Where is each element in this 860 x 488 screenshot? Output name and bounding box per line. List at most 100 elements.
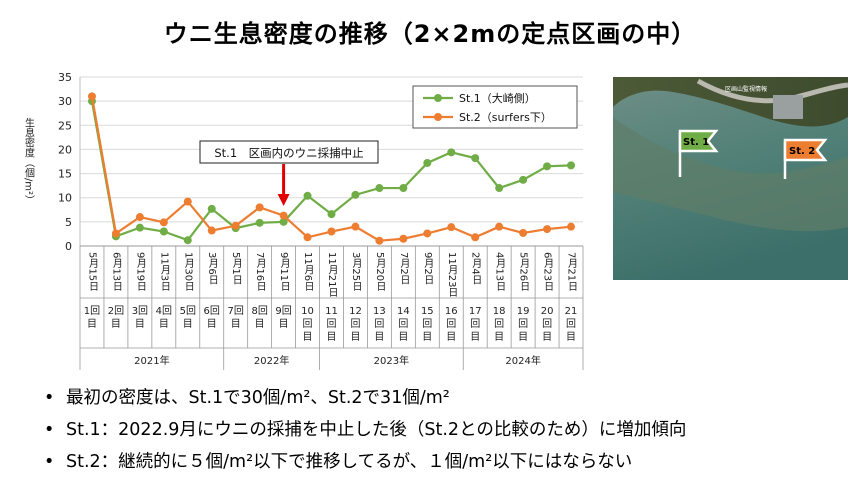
annotation-box <box>199 140 379 164</box>
series-1-point <box>255 218 264 227</box>
count-label: 8回目 <box>251 305 267 330</box>
year-label: 2021年 <box>134 354 169 367</box>
series-2-point <box>135 213 144 222</box>
series-1-point <box>183 236 192 245</box>
count-label: 6回目 <box>204 305 220 330</box>
count-label: 13 回目 <box>373 306 386 343</box>
series-1-point <box>471 154 480 163</box>
y-tick-label: 25 <box>58 119 72 132</box>
series-1-point <box>399 184 408 193</box>
y-axis-label: 生息密度（個/m²） <box>23 117 35 205</box>
y-tick-label: 5 <box>65 216 72 229</box>
y-tick-label: 10 <box>58 192 72 205</box>
count-label: 15 回目 <box>421 306 434 343</box>
year-label: 2024年 <box>505 354 540 367</box>
count-label: 7回目 <box>228 305 244 330</box>
count-label: 3回目 <box>132 305 148 330</box>
building <box>773 95 803 119</box>
y-tick-label: 0 <box>65 240 72 253</box>
series-1-point <box>447 148 456 157</box>
y-tick-label: 30 <box>58 95 72 108</box>
legend-entry: St.2（surfers下） <box>459 111 552 124</box>
series-1-point <box>495 184 504 193</box>
series-2-point <box>567 222 576 231</box>
series-2-point <box>423 229 432 238</box>
series-2-point <box>255 203 264 212</box>
series-1-point <box>351 190 360 199</box>
series-1-point <box>135 223 144 232</box>
photo-caption: 区画山監視情報 <box>725 85 767 93</box>
series-1-point <box>375 184 384 193</box>
flag-st2: St. 2 <box>783 138 828 179</box>
count-label: 19 回目 <box>517 306 530 343</box>
flag-st1-label: St. 1 <box>683 137 709 148</box>
x-tick-label: 9月2日 <box>422 252 434 285</box>
series-2-point <box>87 92 96 101</box>
count-label: 4回目 <box>156 305 172 330</box>
page-title: ウニ生息密度の推移（2×2mの定点区画の中） <box>163 20 697 48</box>
bullet-item: St.1：2022.9月にウニの採捕を中止した後（St.2との比較のため）に増加… <box>44 414 844 446</box>
count-label: 9回目 <box>275 305 291 330</box>
x-tick-label: 7月2日 <box>398 252 410 285</box>
series-1-point <box>423 158 432 167</box>
x-tick-label: 3月6日 <box>206 252 218 285</box>
series-1-point <box>303 191 312 200</box>
x-tick-label: 11月3日 <box>158 252 170 291</box>
x-tick-label: 2月4日 <box>470 252 482 285</box>
series-2-point <box>399 234 408 243</box>
annotation-text: St.1 区画内のウニ採捕中止 <box>214 146 363 160</box>
count-label: 20 回目 <box>541 306 554 343</box>
series-2-point <box>351 222 360 231</box>
count-label: 10 回目 <box>301 306 314 343</box>
flag-st1: St. 1 <box>678 129 719 177</box>
aerial-photo: 区画山監視情報 St. 1 St. 2 <box>613 77 848 280</box>
x-tick-label: 6月13日 <box>110 252 122 291</box>
series-1-point <box>519 175 528 184</box>
series-2-point <box>495 222 504 231</box>
count-label: 1回目 <box>84 305 100 330</box>
series-2-point <box>183 197 192 206</box>
x-tick-label: 11月6日 <box>302 252 314 291</box>
series-2-point <box>375 236 384 245</box>
x-tick-label: 3月25日 <box>350 252 362 291</box>
count-label: 11 回目 <box>325 306 338 343</box>
series-2-point <box>471 233 480 242</box>
series-2-point <box>519 228 528 237</box>
legend-marker <box>434 94 442 102</box>
x-tick-label: 5月15日 <box>86 252 98 291</box>
x-tick-label: 7月16日 <box>254 252 266 291</box>
series-2-point <box>207 226 216 235</box>
bullet-item: 最初の密度は、St.1で30個/m²、St.2で31個/m² <box>44 382 844 414</box>
x-tick-label: 5月1日 <box>230 252 242 285</box>
series-2-point <box>327 227 336 236</box>
y-tick-label: 20 <box>58 143 72 156</box>
count-label: 14 回目 <box>397 306 410 343</box>
x-tick-label: 1月30日 <box>182 252 194 291</box>
count-label: 12 回目 <box>349 306 362 343</box>
series-2-point <box>279 211 288 220</box>
legend-entry: St.1（大崎側） <box>459 91 536 105</box>
x-tick-label: 6月23日 <box>542 252 554 291</box>
bullet-list: 最初の密度は、St.1で30個/m²、St.2で31個/m² St.1：2022… <box>44 382 844 478</box>
series-1-point <box>207 204 216 213</box>
count-label: 16 回目 <box>445 306 458 343</box>
year-label: 2023年 <box>374 354 409 367</box>
density-chart: 0 5 10 15 20 25 30 35 生息密度（個/m²） 5月15日 6月13日 9月19日 1… <box>23 71 584 370</box>
series-2-point <box>111 229 120 238</box>
x-tick-label: 5月20日 <box>374 252 386 291</box>
series-1-point <box>543 162 552 171</box>
x-tick-label: 9月11日 <box>278 252 290 291</box>
series-2-point <box>159 218 168 227</box>
y-tick-label: 15 <box>58 168 72 181</box>
series-1-point <box>567 161 576 170</box>
series-2-point <box>447 223 456 232</box>
year-label: 2022年 <box>254 354 289 367</box>
series-2-point <box>303 233 312 242</box>
flag-st2-label: St. 2 <box>789 146 815 157</box>
bullet-item: St.2：継続的に５個/m²以下で推移してるが、１個/m²以下にはならない <box>44 446 844 478</box>
x-tick-label: 5月26日 <box>518 252 530 291</box>
reef-area <box>613 117 848 232</box>
legend-marker <box>434 113 442 121</box>
count-label: 18 回目 <box>493 306 506 343</box>
count-label: 17 回目 <box>469 306 482 343</box>
